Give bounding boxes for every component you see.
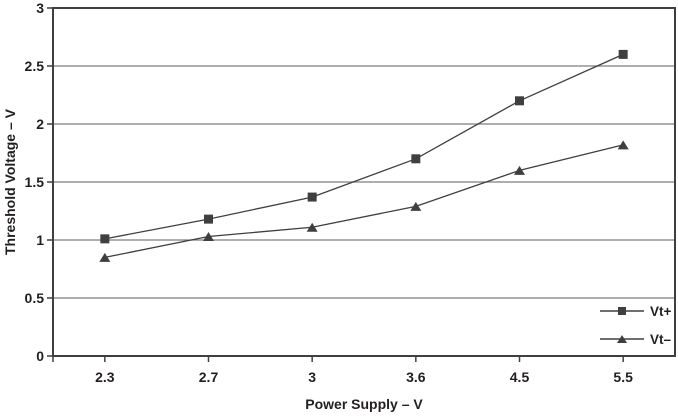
y-tick-label: 2.5 [25, 58, 45, 74]
y-tick-label: 1.5 [25, 174, 45, 190]
data-point-square [204, 214, 213, 224]
y-tick-label: 2 [36, 116, 44, 132]
data-point-triangle [306, 222, 318, 232]
series-line-triangle [104, 144, 624, 259]
data-point-triangle [514, 165, 525, 175]
data-point-triangle [99, 252, 111, 262]
data-point-square [515, 96, 524, 106]
x-tick-label: 3 [308, 369, 316, 385]
y-tick-label: 0 [36, 348, 44, 364]
y-tick-label: 0.5 [25, 290, 45, 306]
data-point-square [618, 49, 628, 59]
legend-label: Vt– [650, 332, 672, 347]
legend-square-marker [618, 307, 626, 315]
x-tick-label: 2.7 [199, 369, 219, 385]
y-tick-label: 3 [36, 0, 44, 16]
x-tick-label: 5.5 [613, 369, 633, 385]
y-tick-label: 1 [36, 232, 44, 248]
data-point-triangle [410, 201, 422, 211]
legend-triangle-marker [617, 335, 627, 343]
data-point-triangle [203, 232, 214, 242]
legend-label: Vt+ [650, 304, 672, 319]
series-line-square [104, 53, 624, 240]
data-point-triangle [617, 140, 629, 150]
x-axis-title: Power Supply – V [305, 396, 423, 412]
data-point-square [100, 234, 110, 244]
x-tick-label: 2.3 [95, 369, 115, 385]
data-point-square [411, 154, 421, 164]
plot-border [52, 7, 676, 357]
x-tick-label: 3.6 [406, 369, 426, 385]
x-tick-label: 4.5 [510, 369, 530, 385]
data-point-square [307, 192, 317, 202]
